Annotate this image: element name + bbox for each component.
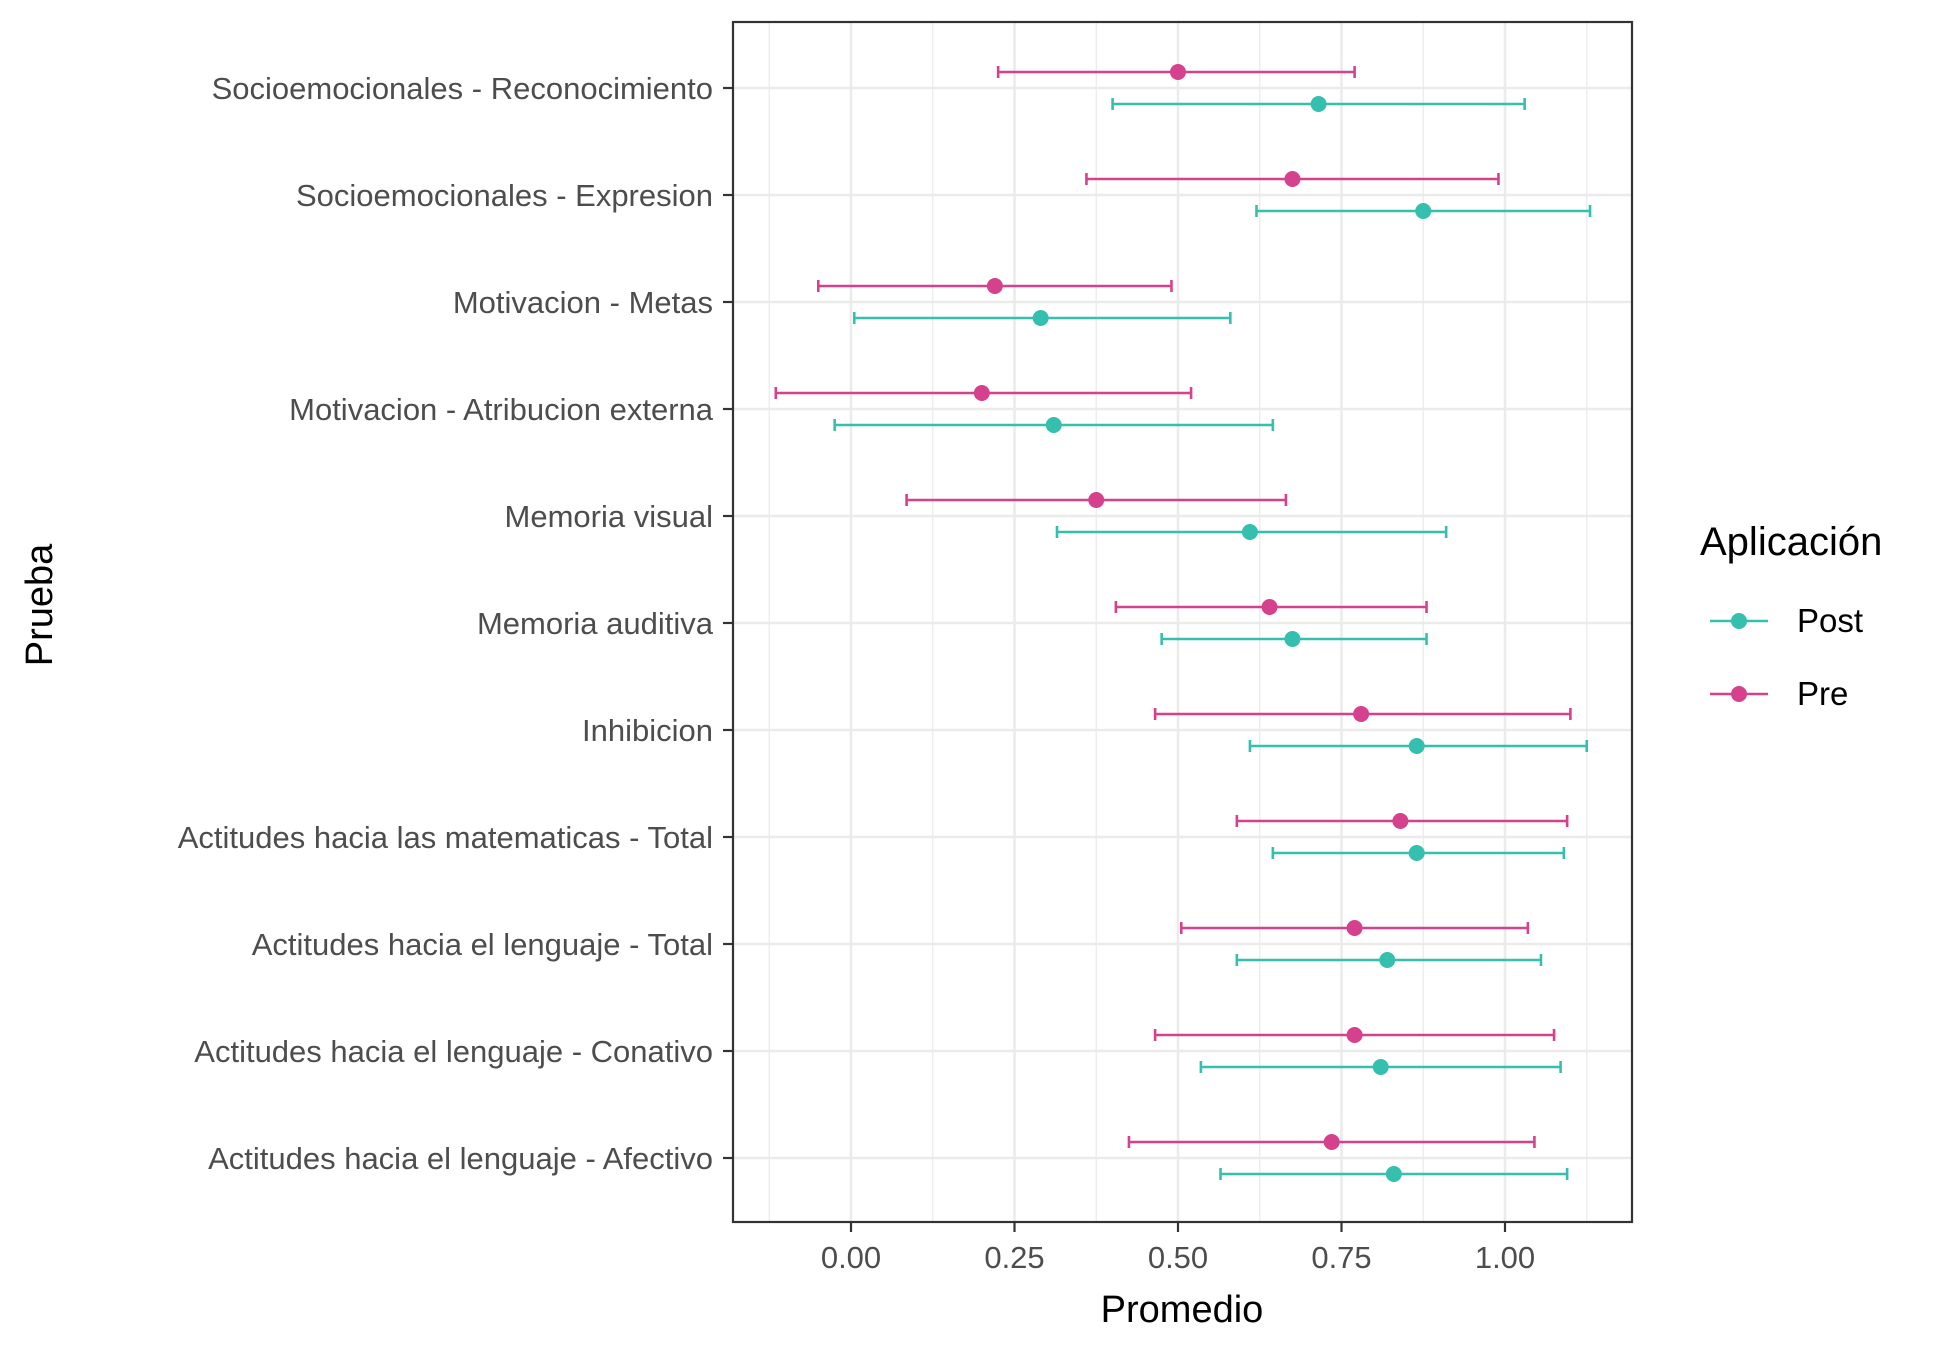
plot-data: [774, 64, 1592, 1182]
y-tick-label: Memoria auditiva: [477, 606, 714, 641]
mean-point: [1408, 845, 1425, 861]
x-tick-label: 0.50: [1148, 1240, 1208, 1275]
axes: 0.00 0.25 0.50 0.75 1.00 Socioemocionales - R…: [178, 71, 1535, 1275]
x-tick-label: 1.00: [1475, 1240, 1535, 1275]
mean-point: [1032, 310, 1049, 326]
y-tick-label: Socioemocionales - Reconocimiento: [212, 71, 713, 106]
y-tick-label: Actitudes hacia el lenguaje - Afectivo: [208, 1141, 713, 1176]
legend-label: Pre: [1797, 675, 1848, 712]
x-tick-label: 0.00: [821, 1240, 881, 1275]
y-tick-label: Actitudes hacia el lenguaje - Total: [252, 927, 713, 962]
mean-point: [1353, 706, 1370, 722]
mean-point: [1241, 524, 1258, 540]
y-tick-label: Inhibicion: [582, 713, 713, 748]
y-tick-label: Motivacion - Metas: [453, 285, 713, 320]
legend: Aplicación Post Pre: [1700, 520, 1882, 712]
mean-point: [986, 278, 1003, 294]
mean-point: [1408, 738, 1425, 754]
mean-point: [973, 385, 990, 401]
mean-point: [1392, 813, 1409, 829]
mean-point: [1385, 1166, 1402, 1182]
x-axis-title: Promedio: [1101, 1289, 1264, 1331]
mean-point: [1415, 203, 1432, 219]
y-tick-label: Actitudes hacia las matematicas - Total: [178, 820, 713, 855]
legend-key-point: [1731, 686, 1747, 702]
x-tick-label: 0.75: [1311, 1240, 1371, 1275]
legend-key-point: [1731, 613, 1747, 629]
x-tick-label: 0.25: [984, 1240, 1044, 1275]
mean-point: [1379, 952, 1396, 968]
grid-lines: [733, 22, 1632, 1222]
mean-point: [1372, 1059, 1389, 1075]
y-tick-label: Motivacion - Atribucion externa: [289, 392, 714, 427]
y-tick-label: Actitudes hacia el lenguaje - Conativo: [194, 1034, 713, 1069]
mean-point: [1284, 631, 1301, 647]
mean-point: [1261, 599, 1278, 615]
y-axis-title: Prueba: [19, 543, 61, 666]
mean-point: [1310, 96, 1327, 112]
mean-point: [1346, 1027, 1363, 1043]
mean-point: [1346, 920, 1363, 936]
mean-point: [1045, 417, 1062, 433]
mean-point: [1323, 1134, 1340, 1150]
mean-point: [1170, 64, 1186, 80]
y-tick-label: Socioemocionales - Expresion: [296, 178, 713, 213]
mean-point: [1284, 171, 1301, 187]
legend-title: Aplicación: [1700, 520, 1882, 564]
legend-label: Post: [1797, 602, 1863, 639]
mean-point: [1088, 492, 1105, 508]
y-tick-label: Memoria visual: [505, 499, 713, 534]
